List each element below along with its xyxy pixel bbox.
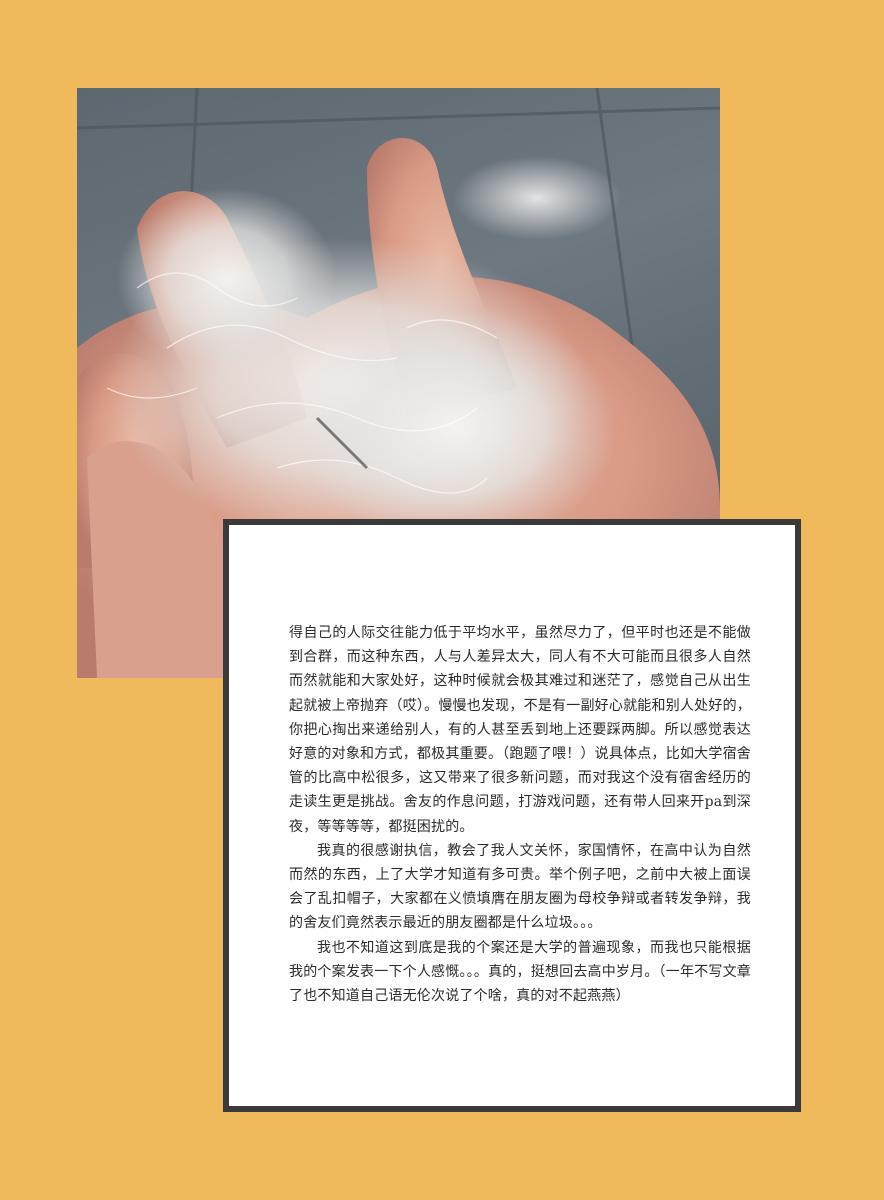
- article-body: 得自己的人际交往能力低于平均水平，虽然尽力了，但平时也还是不能做到合群，而这种东…: [289, 621, 751, 1008]
- feather-photo: [77, 88, 720, 678]
- article-paragraph-3: 我也不知道这到底是我的个案还是大学的普遍现象，而我也只能根据我的个案发表一下个人…: [289, 939, 751, 1005]
- article-paragraph-1: 得自己的人际交往能力低于平均水平，虽然尽力了，但平时也还是不能做到合群，而这种东…: [289, 625, 751, 835]
- article-paragraph-2: 我真的很感谢执信，教会了我人文关怀，家国情怀，在高中认为自然而然的东西，上了大学…: [289, 842, 751, 932]
- article-card: 得自己的人际交往能力低于平均水平，虽然尽力了，但平时也还是不能做到合群，而这种东…: [223, 519, 801, 1112]
- hand-holding-down-feathers-icon: [77, 88, 720, 678]
